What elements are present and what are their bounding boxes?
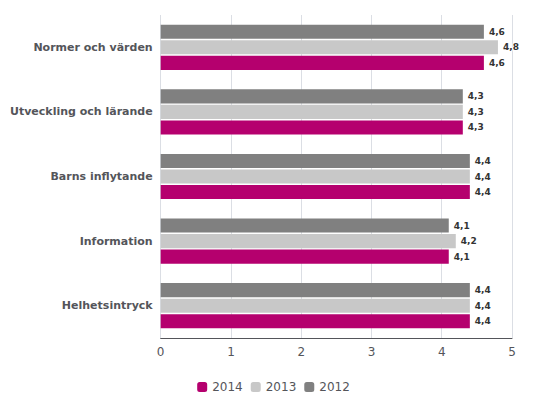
svg-text:Normer och värden: Normer och värden <box>33 41 152 54</box>
svg-text:Utveckling och lärande: Utveckling och lärande <box>10 105 153 118</box>
svg-text:4,3: 4,3 <box>468 91 484 101</box>
svg-text:1: 1 <box>227 345 235 359</box>
svg-text:4,4: 4,4 <box>475 316 491 326</box>
svg-text:Helhetsintryck: Helhetsintryck <box>62 299 154 312</box>
svg-text:2012: 2012 <box>319 380 350 394</box>
svg-text:0: 0 <box>157 345 165 359</box>
svg-text:4,4: 4,4 <box>475 187 491 197</box>
svg-text:4,2: 4,2 <box>461 236 477 246</box>
svg-text:4,3: 4,3 <box>468 122 484 132</box>
svg-text:4,6: 4,6 <box>489 27 505 37</box>
svg-text:4,4: 4,4 <box>475 285 491 295</box>
svg-text:4,4: 4,4 <box>475 172 491 182</box>
svg-text:4,6: 4,6 <box>489 58 505 68</box>
svg-text:5: 5 <box>508 345 516 359</box>
svg-text:4,4: 4,4 <box>475 156 491 166</box>
svg-text:2013: 2013 <box>266 380 297 394</box>
svg-text:4,1: 4,1 <box>454 221 470 231</box>
svg-text:4,1: 4,1 <box>454 252 470 262</box>
svg-text:4,3: 4,3 <box>468 107 484 117</box>
svg-text:2014: 2014 <box>212 380 243 394</box>
svg-text:Barns inflytande: Barns inflytande <box>50 170 152 183</box>
svg-text:2: 2 <box>297 345 305 359</box>
svg-text:Information: Information <box>80 235 153 248</box>
svg-text:4,4: 4,4 <box>475 301 491 311</box>
svg-text:3: 3 <box>368 345 376 359</box>
svg-text:4: 4 <box>438 345 446 359</box>
svg-text:4,8: 4,8 <box>503 42 519 52</box>
